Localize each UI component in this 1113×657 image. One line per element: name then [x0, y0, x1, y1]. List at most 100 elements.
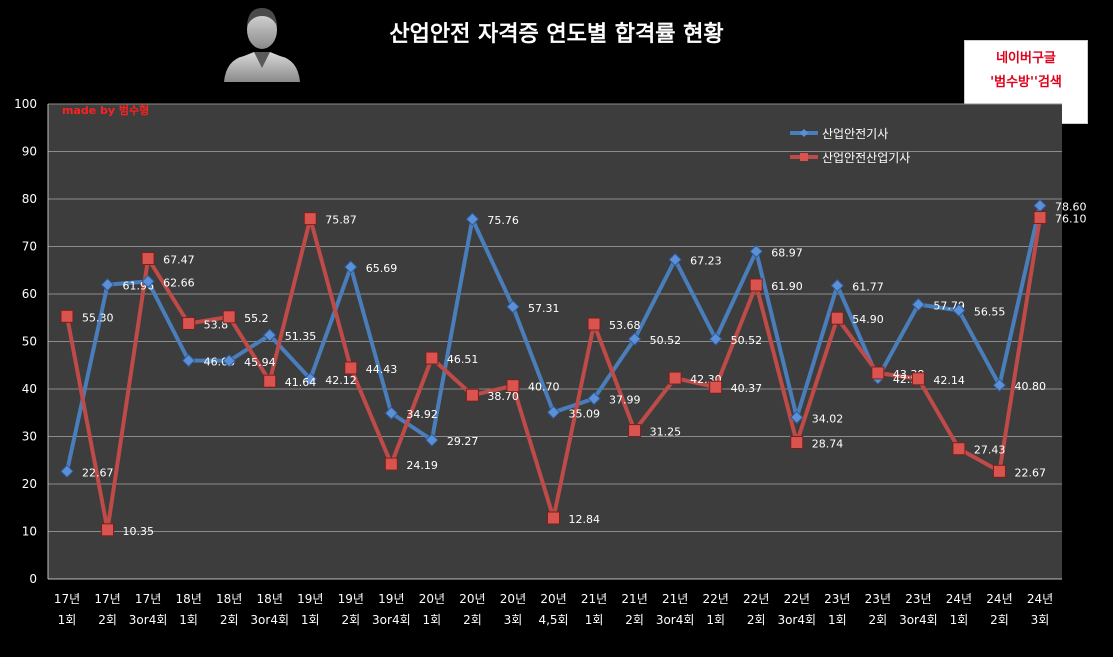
x-tick-label: 2회	[463, 613, 482, 627]
data-label: 42.14	[933, 374, 965, 387]
data-label: 10.35	[123, 525, 154, 538]
data-point-marker	[628, 424, 642, 438]
data-point-marker	[587, 317, 601, 331]
data-label: 35.09	[569, 407, 601, 420]
x-tick-label: 1회	[179, 613, 198, 627]
data-point-marker	[871, 366, 885, 380]
x-tick-label: 1회	[301, 613, 320, 627]
legend-label: 산업안전산업기사	[822, 151, 910, 165]
data-point-marker	[465, 388, 479, 402]
x-tick-label: 24년	[1027, 592, 1053, 606]
data-point-marker	[222, 354, 236, 368]
data-point-marker	[668, 371, 682, 385]
data-label: 24.19	[406, 459, 438, 472]
x-tick-label: 2회	[747, 613, 766, 627]
data-label: 40.80	[1014, 380, 1045, 393]
data-point-marker	[547, 511, 560, 525]
data-label: 53.8	[204, 318, 229, 331]
x-tick-label: 3or4회	[250, 613, 289, 627]
x-tick-label: 23년	[824, 592, 850, 606]
data-label: 53.68	[609, 319, 641, 332]
data-point-marker	[60, 309, 74, 323]
data-point-marker	[546, 405, 561, 420]
x-tick-label: 2회	[341, 613, 360, 627]
data-label: 40.37	[731, 382, 763, 395]
data-label: 37.99	[609, 394, 641, 407]
data-label: 55.30	[82, 311, 114, 324]
data-label: 57.31	[528, 302, 560, 315]
data-point-marker	[182, 316, 196, 330]
x-tick-label: 19년	[378, 592, 404, 606]
data-point-marker	[911, 297, 926, 312]
x-tick-label: 22년	[743, 592, 769, 606]
y-tick-label: 10	[22, 525, 37, 539]
data-point-marker	[992, 378, 1007, 392]
x-tick-label: 1회	[585, 613, 604, 627]
x-tick-label: 2회	[220, 613, 239, 627]
x-tick-label: 2회	[990, 613, 1009, 627]
data-label: 62.66	[163, 276, 195, 289]
data-label: 76.10	[1055, 213, 1087, 226]
data-label: 29.27	[447, 435, 479, 448]
data-label: 40.70	[528, 381, 560, 394]
legend-marker	[800, 129, 808, 137]
x-tick-label: 3or4회	[899, 613, 938, 627]
y-tick-label: 40	[22, 382, 37, 396]
x-tick-label: 23년	[905, 592, 931, 606]
y-tick-label: 30	[22, 430, 37, 444]
data-point-marker	[790, 410, 804, 425]
x-tick-label: 1회	[828, 613, 847, 627]
y-tick-label: 50	[22, 335, 37, 349]
data-label: 51.35	[285, 330, 317, 343]
data-point-marker	[952, 303, 966, 318]
data-point-marker	[141, 252, 155, 266]
x-tick-label: 23년	[865, 592, 891, 606]
x-tick-label: 21년	[621, 592, 647, 606]
x-tick-label: 20년	[419, 592, 445, 606]
data-label: 28.74	[812, 437, 844, 450]
data-point-marker	[992, 464, 1006, 478]
data-point-marker	[100, 277, 115, 292]
data-label: 67.47	[163, 254, 195, 267]
data-point-marker	[425, 351, 439, 365]
x-tick-label: 3or4회	[777, 613, 816, 627]
data-label: 31.25	[650, 426, 682, 439]
data-label: 50.52	[650, 334, 682, 347]
data-label: 61.77	[852, 281, 884, 294]
x-tick-label: 17년	[94, 592, 120, 606]
x-tick-label: 19년	[297, 592, 323, 606]
data-point-marker	[222, 310, 236, 324]
data-label: 27.43	[974, 444, 1006, 457]
data-point-marker	[425, 433, 439, 447]
ad-line-1: 네이버구글	[996, 51, 1056, 66]
x-tick-label: 3or4회	[656, 613, 695, 627]
data-label: 65.69	[366, 262, 398, 275]
x-tick-label: 21년	[662, 592, 688, 606]
data-label: 75.76	[487, 214, 518, 227]
data-point-marker	[749, 244, 763, 259]
data-label: 54.90	[852, 313, 884, 326]
y-tick-label: 100	[14, 97, 37, 111]
x-tick-label: 4,5회	[538, 613, 568, 627]
data-point-marker	[952, 442, 966, 456]
y-tick-label: 0	[29, 572, 37, 586]
data-point-marker	[506, 379, 520, 393]
x-tick-label: 2회	[98, 613, 117, 627]
x-tick-label: 20년	[540, 592, 566, 606]
x-tick-label: 18년	[257, 592, 283, 606]
x-tick-label: 1회	[58, 613, 77, 627]
x-tick-label: 3or4회	[372, 613, 411, 627]
x-tick-label: 20년	[500, 592, 526, 606]
x-tick-label: 22년	[703, 592, 729, 606]
y-tick-label: 60	[22, 287, 37, 301]
y-tick-label: 90	[22, 145, 37, 159]
data-point-marker	[1033, 211, 1047, 225]
x-tick-label: 24년	[946, 592, 972, 606]
data-label: 22.67	[1014, 466, 1045, 479]
data-point-marker	[668, 252, 682, 267]
data-point-marker	[708, 332, 723, 346]
x-tick-label: 1회	[950, 613, 969, 627]
data-label: 68.97	[771, 246, 803, 259]
data-label: 61.90	[771, 280, 803, 293]
